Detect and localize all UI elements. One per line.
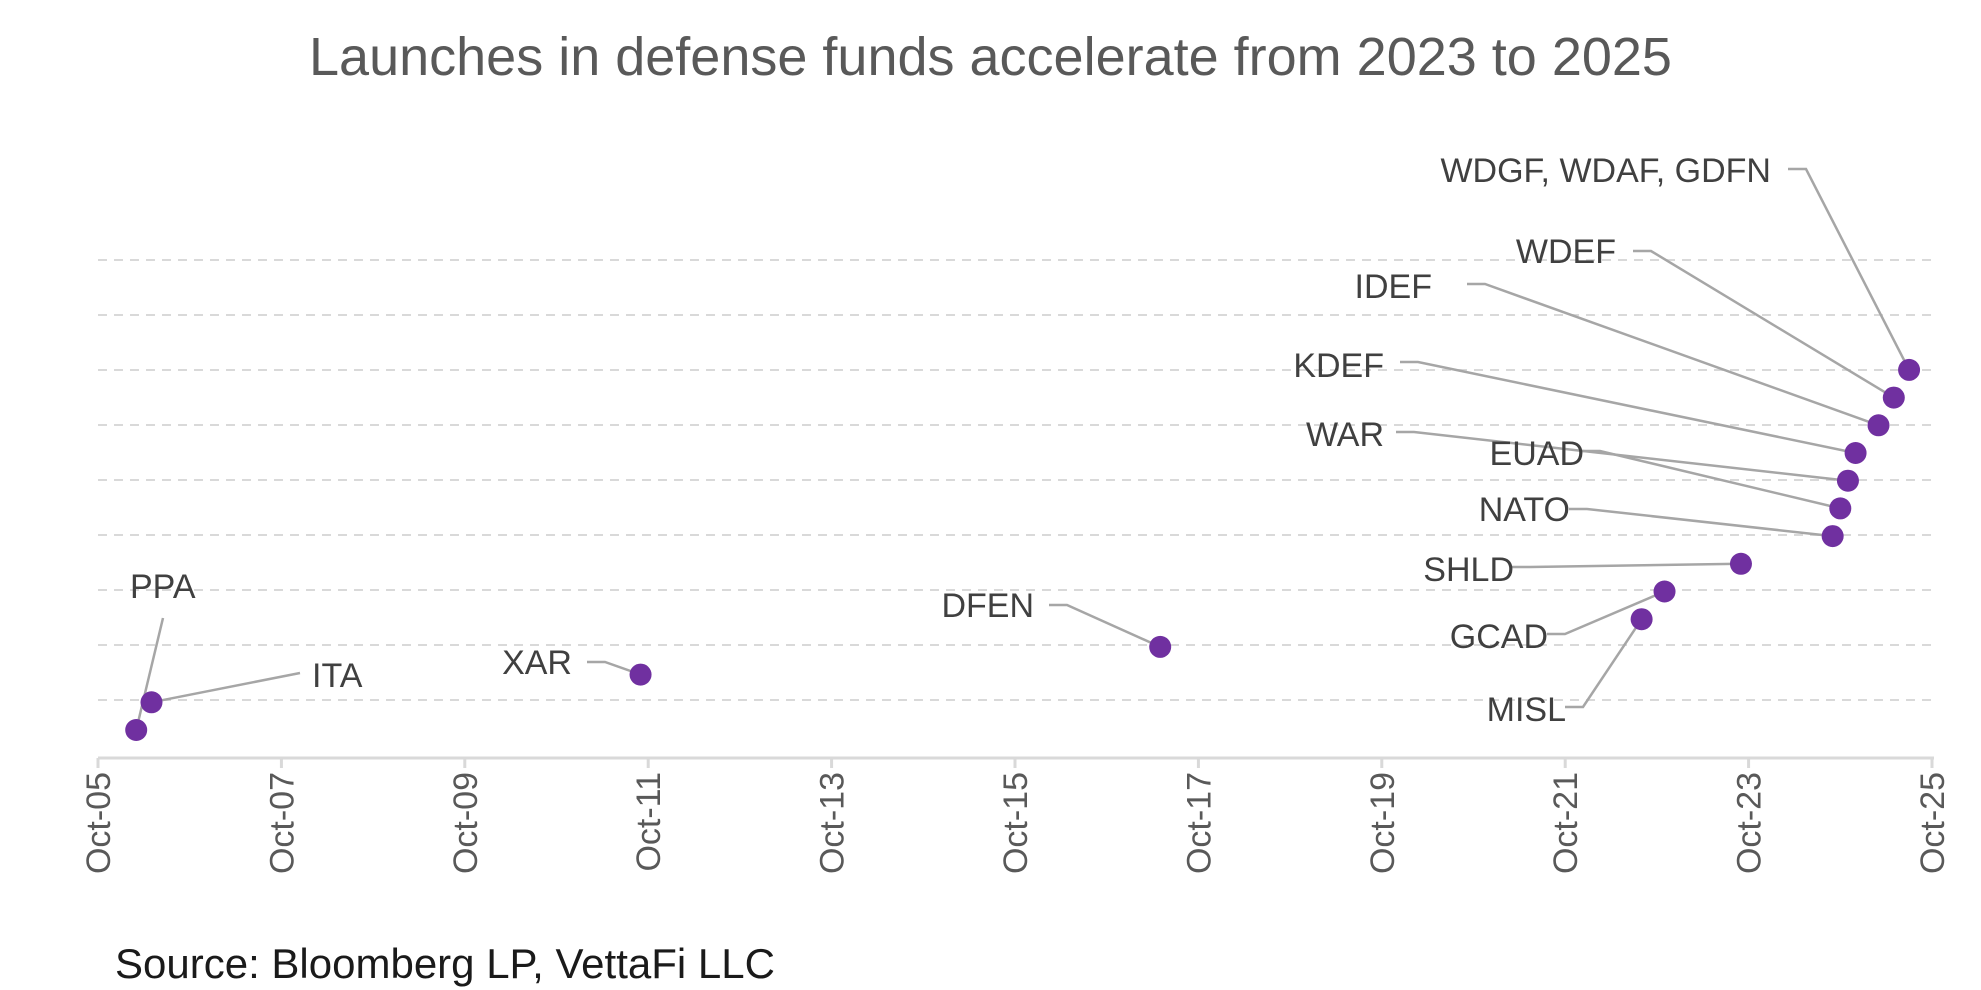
- point-label: XAR: [502, 644, 572, 682]
- data-point: [1630, 608, 1653, 631]
- point-label: PPA: [130, 568, 196, 606]
- x-tick-label: Oct-07: [263, 772, 301, 874]
- data-point: [140, 691, 163, 714]
- point-label: DFEN: [941, 587, 1034, 625]
- data-point: [1844, 442, 1867, 464]
- leader-line: [1467, 282, 1879, 427]
- data-point: [1653, 580, 1676, 603]
- point-label: GCAD: [1450, 618, 1548, 656]
- data-point: [1729, 552, 1752, 575]
- data-point: [1898, 358, 1921, 381]
- point-label: EUAD: [1490, 435, 1584, 473]
- point-label: KDEF: [1293, 347, 1384, 385]
- leader-line: [1788, 167, 1911, 371]
- x-tick-label: Oct-19: [1364, 772, 1402, 874]
- data-point: [629, 663, 652, 686]
- leader-line: [1565, 618, 1643, 709]
- point-label: WDEF: [1516, 233, 1616, 271]
- x-tick-label: Oct-11: [630, 772, 668, 872]
- data-point: [1867, 414, 1890, 437]
- point-label: WDGF, WDAF, GDFN: [1440, 152, 1771, 190]
- point-label: IDEF: [1355, 268, 1432, 306]
- x-tick-label: Oct-23: [1731, 772, 1769, 874]
- x-tick-label: Oct-21: [1547, 772, 1585, 874]
- data-point: [1829, 497, 1852, 520]
- data-point: [1821, 525, 1844, 548]
- point-label: MISL: [1487, 691, 1566, 729]
- chart-title: Launches in defense funds accelerate fro…: [309, 27, 1672, 87]
- data-points: [125, 358, 1921, 741]
- leader-line: [1633, 249, 1895, 399]
- source-note: Source: Bloomberg LP, VettaFi LLC: [115, 940, 775, 987]
- gridlines: [98, 259, 1934, 701]
- leader-lines: [134, 167, 1911, 731]
- x-tick-label: Oct-13: [814, 772, 852, 874]
- leader-line: [1400, 360, 1856, 455]
- data-point: [1836, 469, 1859, 492]
- x-tick-label: Oct-17: [1180, 772, 1218, 874]
- leader-line: [1512, 562, 1741, 569]
- leader-line: [1396, 430, 1849, 482]
- leader-line: [151, 671, 301, 704]
- leader-line: [587, 660, 641, 676]
- leader-line: [1049, 603, 1161, 649]
- point-label: SHLD: [1423, 551, 1514, 589]
- point-label: ITA: [312, 657, 363, 695]
- x-axis: Oct-05 Oct-07 Oct-09 Oct-11 Oct-13 Oct-15 Oct-…: [80, 756, 1952, 874]
- data-point: [1882, 386, 1905, 409]
- x-tick-label: Oct-09: [447, 772, 485, 874]
- leader-line: [134, 617, 165, 731]
- x-tick-label: Oct-05: [80, 772, 118, 874]
- leader-line: [1547, 590, 1666, 636]
- x-tick-label: Oct-15: [997, 772, 1035, 874]
- point-labels: PPA ITA XAR DFEN MISL GCAD SHLD NATO EUAD WAR KDEF…: [130, 152, 1771, 729]
- x-tick-label: Oct-25: [1914, 772, 1952, 874]
- data-point: [1149, 635, 1172, 658]
- point-label: WAR: [1306, 416, 1384, 454]
- data-point: [125, 719, 148, 741]
- leader-line: [1569, 507, 1833, 538]
- point-label: NATO: [1479, 491, 1570, 529]
